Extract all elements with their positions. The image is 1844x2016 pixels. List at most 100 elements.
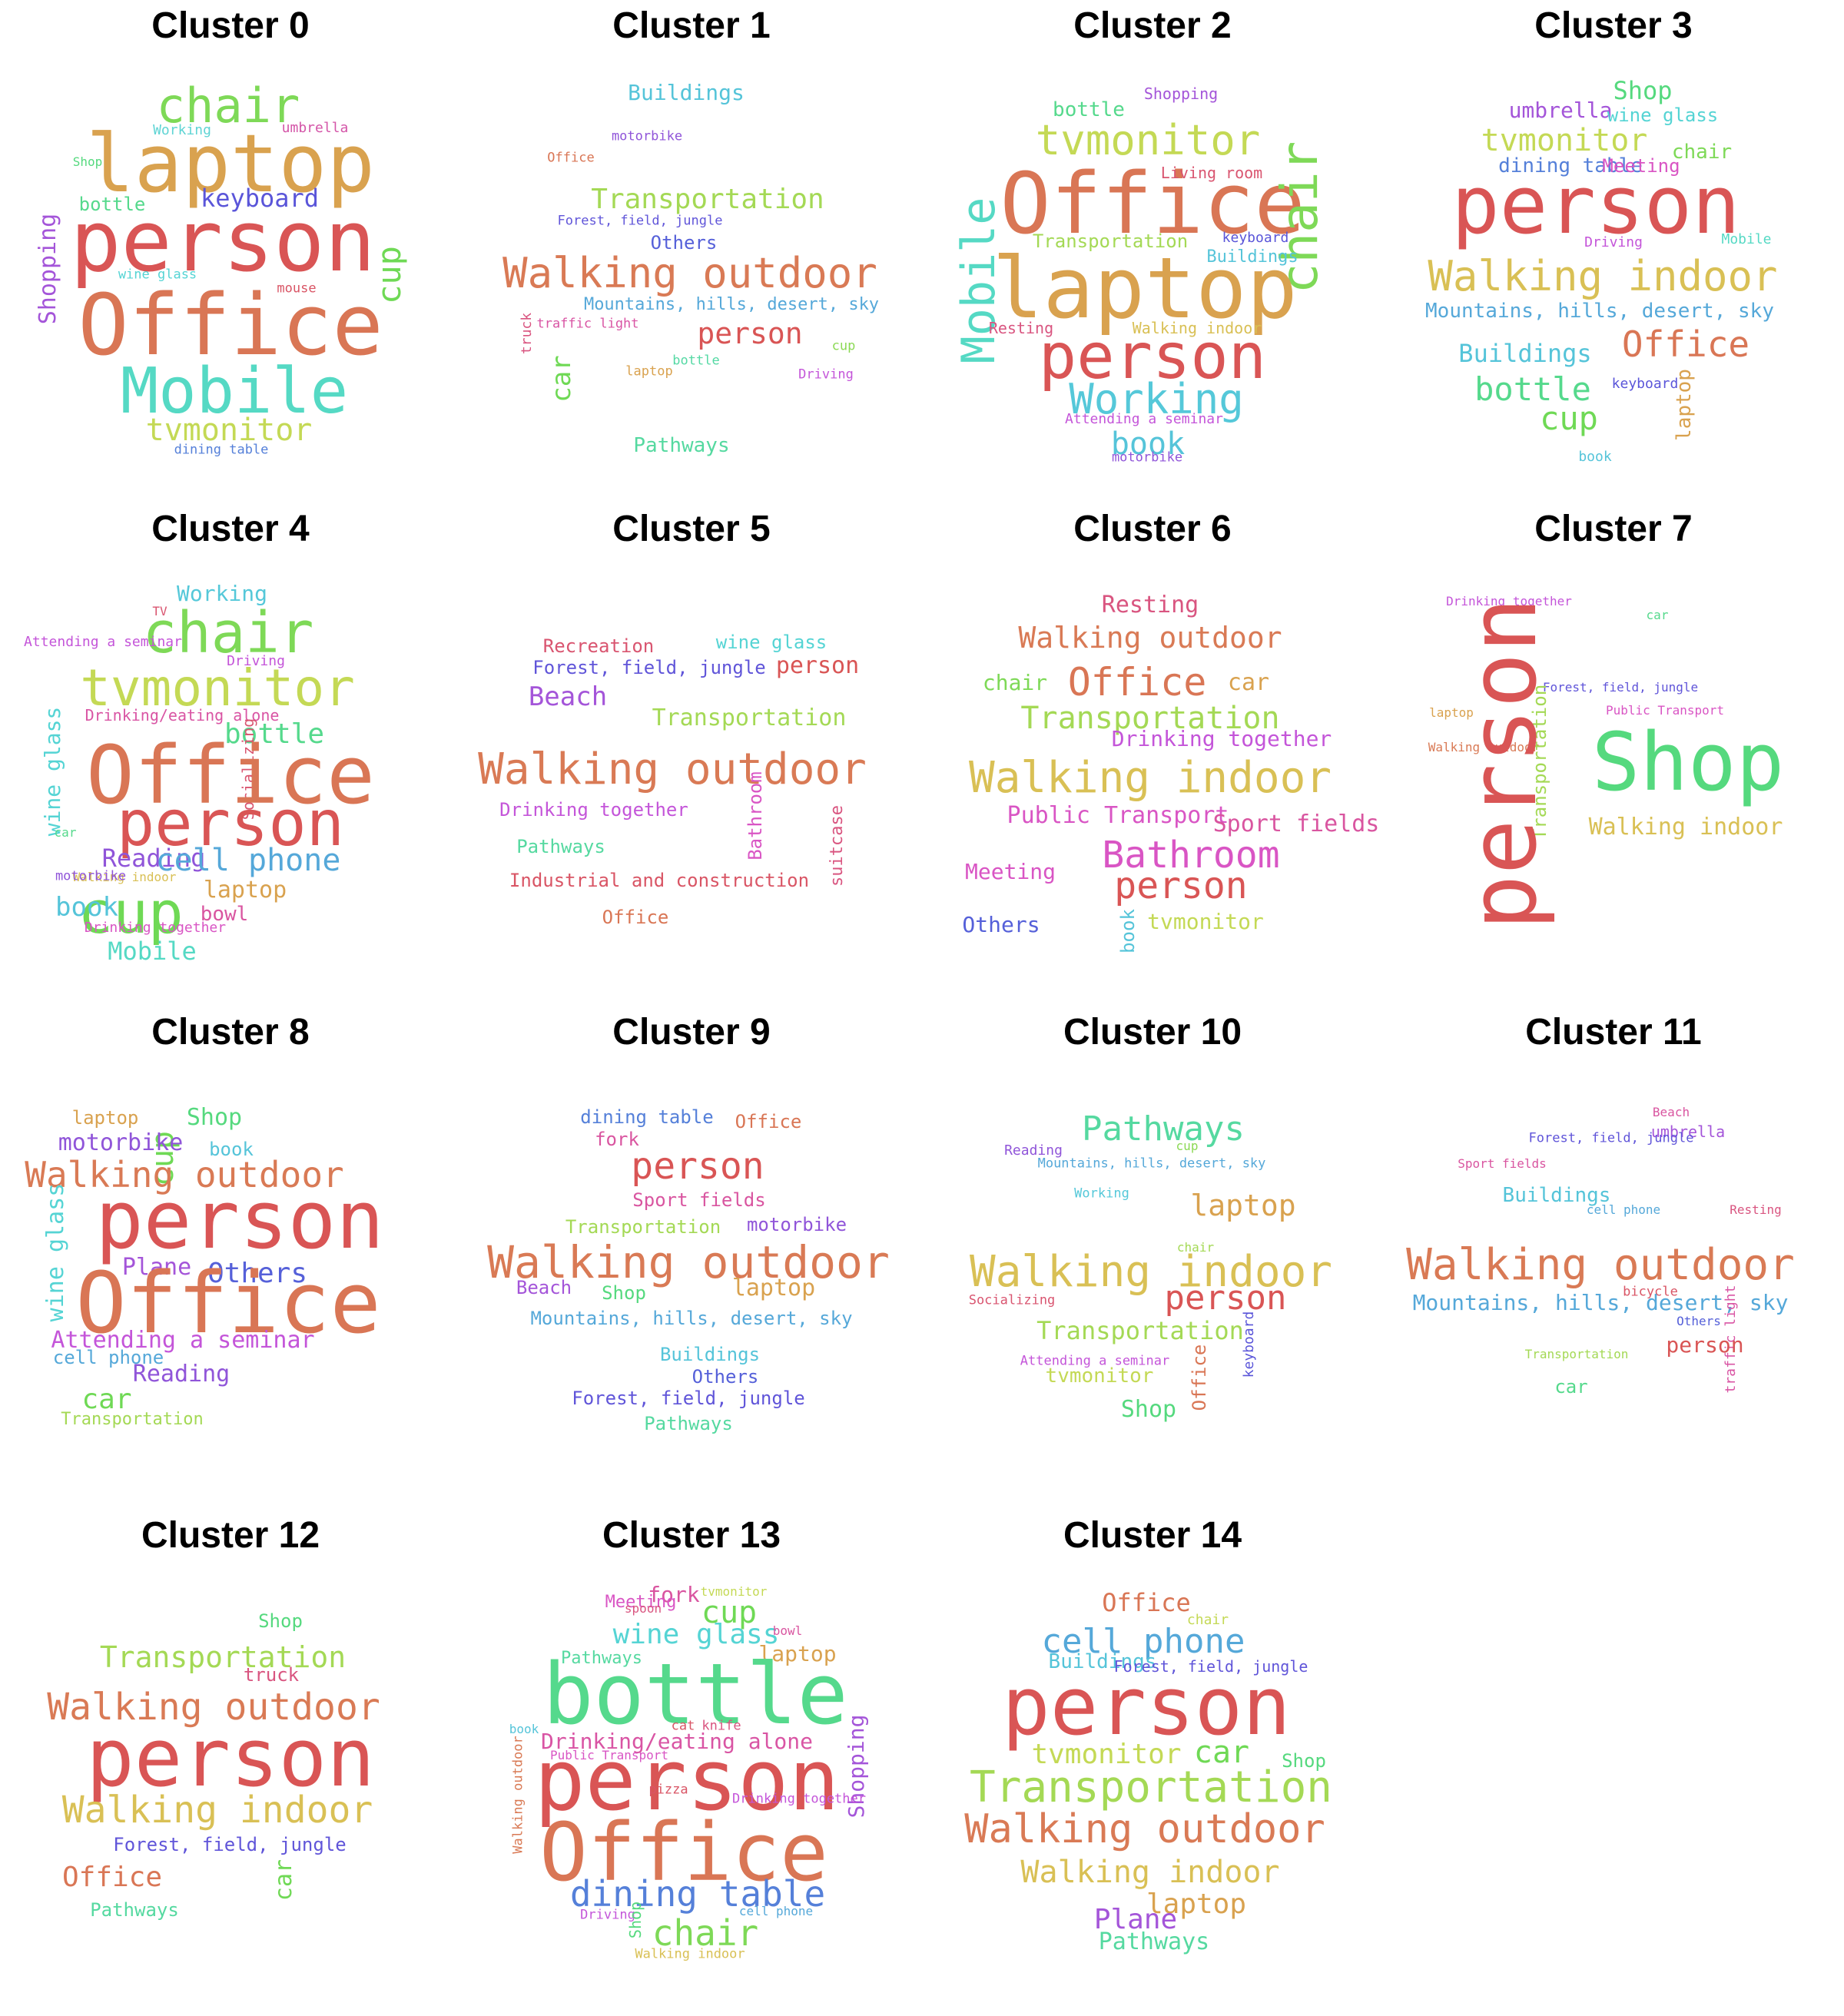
word-label: tvmonitor <box>700 1584 768 1599</box>
word-label: Pathways <box>644 1413 733 1434</box>
word-label: Driving <box>798 366 854 383</box>
word-label: Office <box>547 150 595 166</box>
word-label: Sport fields <box>1458 1156 1547 1171</box>
word-label: cell phone <box>1586 1202 1661 1217</box>
word-label: bottle <box>78 194 146 215</box>
cluster-title: Cluster 13 <box>602 1515 781 1556</box>
word-label: car <box>1193 1735 1250 1770</box>
word-label: Shop <box>1591 715 1785 809</box>
word-label: cell phone <box>1041 1622 1245 1661</box>
cluster-title: Cluster 1 <box>612 5 771 46</box>
word-label: Walking indoor <box>72 870 177 884</box>
word-label: Shopping <box>1143 85 1219 103</box>
word-label: cat <box>671 1718 695 1734</box>
word-label: Walking outdoor <box>25 1154 344 1195</box>
word-label: Forest, field, jungle <box>1528 1130 1694 1146</box>
word-label: Recreation <box>542 635 655 657</box>
word-label: bottle <box>224 718 325 750</box>
word-label: Attending a seminar <box>24 634 182 650</box>
word-label: tvmonitor <box>1035 116 1261 164</box>
word-label: Transportation <box>969 1762 1333 1812</box>
word-label: motorbike <box>1111 449 1183 466</box>
word-label: fork <box>595 1129 639 1150</box>
word-label: cell phone <box>52 1347 164 1368</box>
cluster-title: Cluster 4 <box>151 509 310 549</box>
word-label: motorbike <box>746 1214 847 1235</box>
word-label: Walking indoor <box>61 1789 373 1832</box>
word-label: Others <box>207 1258 308 1289</box>
cluster-panel: Cluster 9 dining table Office fork person Spo… <box>461 1006 922 1510</box>
word-label: TV <box>152 604 167 618</box>
word-label: person <box>1114 864 1248 907</box>
word-label: Attending a seminar <box>51 1327 315 1354</box>
word-label: wine glass <box>1607 104 1719 126</box>
word-label: book <box>55 892 118 923</box>
word-label: Forest, field, jungle <box>1113 1657 1308 1676</box>
word-label: tvmonitor <box>1147 909 1264 934</box>
word-label: truck <box>243 1664 300 1686</box>
word-label: Office <box>1189 1344 1210 1411</box>
word-label: laptop <box>731 1275 816 1301</box>
word-label: keyboard <box>1241 1311 1257 1378</box>
word-label: umbrella <box>1650 1122 1726 1141</box>
cluster-title: Cluster 10 <box>1063 1012 1242 1053</box>
word-label: Walking indoor <box>1428 252 1778 300</box>
word-label: knife <box>701 1718 741 1734</box>
word-label: dining table <box>1498 154 1643 177</box>
cluster-title: Cluster 5 <box>612 509 771 549</box>
word-label: car <box>546 355 577 403</box>
word-label: Living room <box>1160 164 1263 182</box>
word-label: Drinking together <box>732 1791 866 1807</box>
word-label: Mountains, hills, desert, sky <box>1037 1156 1266 1172</box>
word-label: Transportation <box>565 1216 721 1238</box>
word-label: Reading <box>1004 1142 1063 1159</box>
word-label: Driving <box>580 1907 635 1923</box>
word-label: person <box>1451 158 1740 252</box>
word-label: Beach <box>528 681 608 712</box>
cluster-panel: Cluster 3 Shop umbrella wine glass tvmonitor… <box>1383 0 1844 503</box>
word-label: laptop <box>758 1641 837 1666</box>
word-label: laptop <box>1429 705 1474 720</box>
word-label: Working <box>176 581 268 606</box>
cluster-panel: Cluster 14 Office chair cell phone Buildings… <box>922 1510 1383 2013</box>
word-label: Walking outdoor <box>1018 621 1282 655</box>
word-label: Shop <box>626 1901 645 1939</box>
word-label: Buildings <box>1048 1650 1157 1673</box>
word-label: Drinking together <box>499 799 688 821</box>
word-label: mouse <box>277 280 317 297</box>
word-label: Public Transport <box>1007 802 1229 829</box>
word-label: person <box>116 788 345 860</box>
word-label: chair <box>1186 1612 1229 1628</box>
word-label: keyboard <box>200 184 320 213</box>
word-label: laptop <box>86 117 375 211</box>
word-label: Transportation <box>61 1410 204 1429</box>
word-label: Walking outdoor <box>964 1806 1325 1852</box>
word-label: car <box>1554 1376 1588 1398</box>
word-label: Office <box>602 907 669 928</box>
word-label: keyboard <box>1611 376 1679 392</box>
word-label: Drinking/eating alone <box>540 1729 814 1754</box>
word-label: Office <box>78 276 383 374</box>
word-label: Sport fields <box>632 1189 766 1211</box>
cluster-title: Cluster 7 <box>1534 509 1693 549</box>
word-label: laptop <box>1673 369 1696 441</box>
word-label: Working <box>1069 375 1244 423</box>
word-label: cell phone <box>155 843 341 878</box>
cluster-panel: Cluster 13 fork tvmonitor Meeting spoon cup wi… <box>461 1510 922 2013</box>
cluster-title: Cluster 6 <box>1073 509 1232 549</box>
word-label: Forest, field, jungle <box>572 1388 805 1409</box>
cluster-panel: Cluster 5 Recreation wine glass Forest, fie… <box>461 503 922 1006</box>
word-label: Shopping <box>35 213 61 325</box>
word-label: laptop <box>1190 1189 1296 1222</box>
word-label: Shop <box>1613 76 1673 105</box>
word-label: laptop <box>1146 1888 1247 1920</box>
word-label: bowl <box>200 903 249 926</box>
word-label: Shop <box>186 1104 243 1131</box>
word-label: Pathways <box>561 1649 642 1668</box>
word-label: Shop <box>258 1610 303 1632</box>
word-label: cup <box>78 878 184 947</box>
word-label: Forest, field, jungle <box>113 1834 347 1855</box>
word-label: Resting <box>1101 592 1199 618</box>
word-label: Others <box>650 232 718 254</box>
